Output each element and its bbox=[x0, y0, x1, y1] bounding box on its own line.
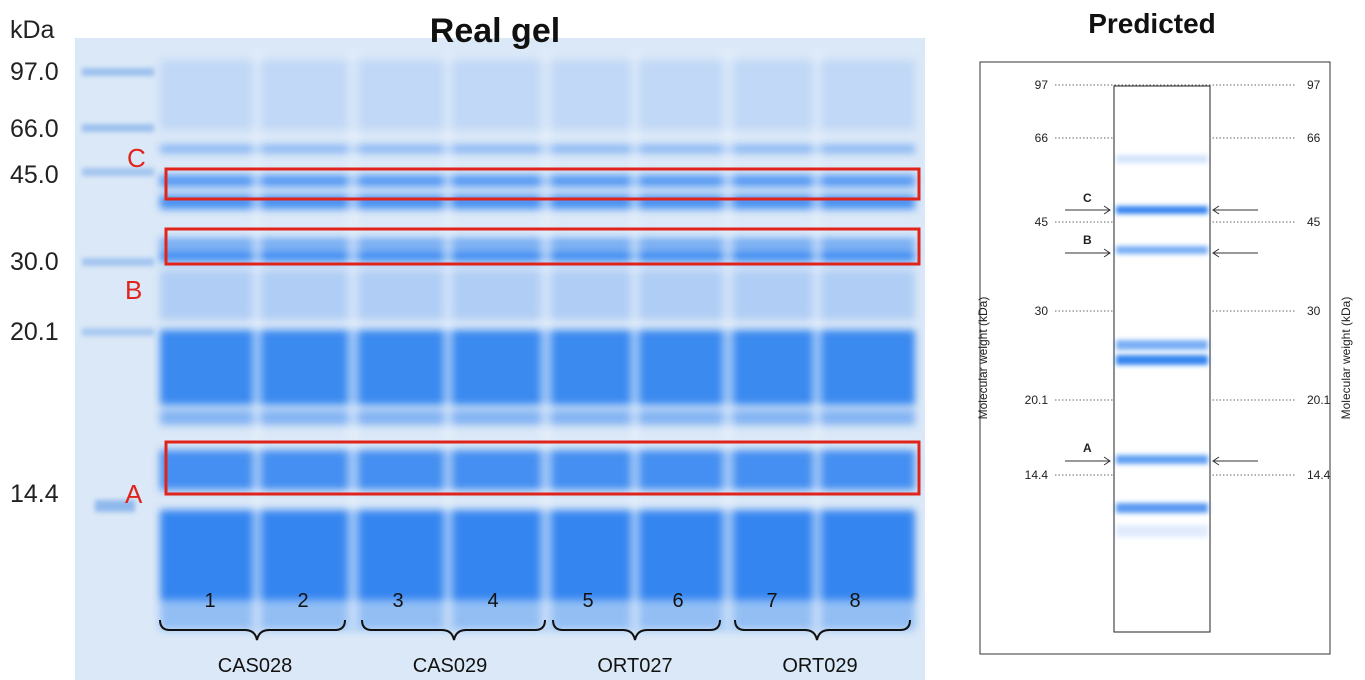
tick-label: 45 bbox=[1307, 215, 1321, 229]
group-braces bbox=[159, 619, 911, 641]
lane-number: 7 bbox=[766, 590, 777, 612]
tick-label: 66 bbox=[1307, 131, 1321, 145]
predicted-lane bbox=[1113, 85, 1211, 633]
box-label: A bbox=[125, 479, 143, 509]
marker-label: 14.4 bbox=[10, 480, 59, 508]
tick-label: 20.1 bbox=[1307, 393, 1331, 407]
tick-label: 30 bbox=[1307, 304, 1321, 318]
group-label: CAS028 bbox=[218, 655, 293, 677]
group-label: CAS029 bbox=[413, 655, 488, 677]
tick-label: 30 bbox=[1035, 304, 1049, 318]
tick-label: 97 bbox=[1035, 78, 1049, 92]
lane-number: 5 bbox=[582, 590, 593, 612]
tick-label: 97 bbox=[1307, 78, 1321, 92]
predicted-title: Predicted bbox=[1088, 8, 1216, 39]
arrow-label: C bbox=[1083, 191, 1092, 205]
highlight-boxes bbox=[164, 167, 921, 496]
arrows bbox=[1065, 205, 1258, 466]
axis-label: Molecular weight (kDa) bbox=[976, 297, 990, 420]
group-label: ORT029 bbox=[782, 655, 857, 677]
marker-label: 66.0 bbox=[10, 115, 59, 143]
arrow-label: A bbox=[1083, 441, 1092, 455]
unit-label: kDa bbox=[10, 16, 55, 44]
gel-title: Real gel bbox=[430, 12, 560, 50]
tick-label: 45 bbox=[1035, 215, 1049, 229]
lane-number: 4 bbox=[487, 590, 498, 612]
arrow-label: B bbox=[1083, 233, 1092, 247]
marker-label: 45.0 bbox=[10, 161, 59, 189]
tick-label: 20.1 bbox=[1025, 393, 1049, 407]
lane-number: 2 bbox=[297, 590, 308, 612]
lane-number: 6 bbox=[672, 590, 683, 612]
tick-label: 14.4 bbox=[1307, 468, 1331, 482]
panel-frame bbox=[979, 61, 1331, 655]
marker-label: 30.0 bbox=[10, 248, 59, 276]
marker-label: 20.1 bbox=[10, 318, 59, 346]
lane-number: 8 bbox=[849, 590, 860, 612]
group-label: ORT027 bbox=[597, 655, 672, 677]
lane-number: 3 bbox=[392, 590, 403, 612]
axis-label: Molecular weight (kDa) bbox=[1339, 297, 1353, 420]
box-label: C bbox=[127, 143, 146, 173]
lane-number: 1 bbox=[204, 590, 215, 612]
tick-label: 14.4 bbox=[1025, 468, 1049, 482]
marker-label: 97.0 bbox=[10, 58, 59, 86]
box-label: B bbox=[125, 275, 142, 305]
gel-image bbox=[75, 38, 925, 680]
tick-label: 66 bbox=[1035, 131, 1049, 145]
